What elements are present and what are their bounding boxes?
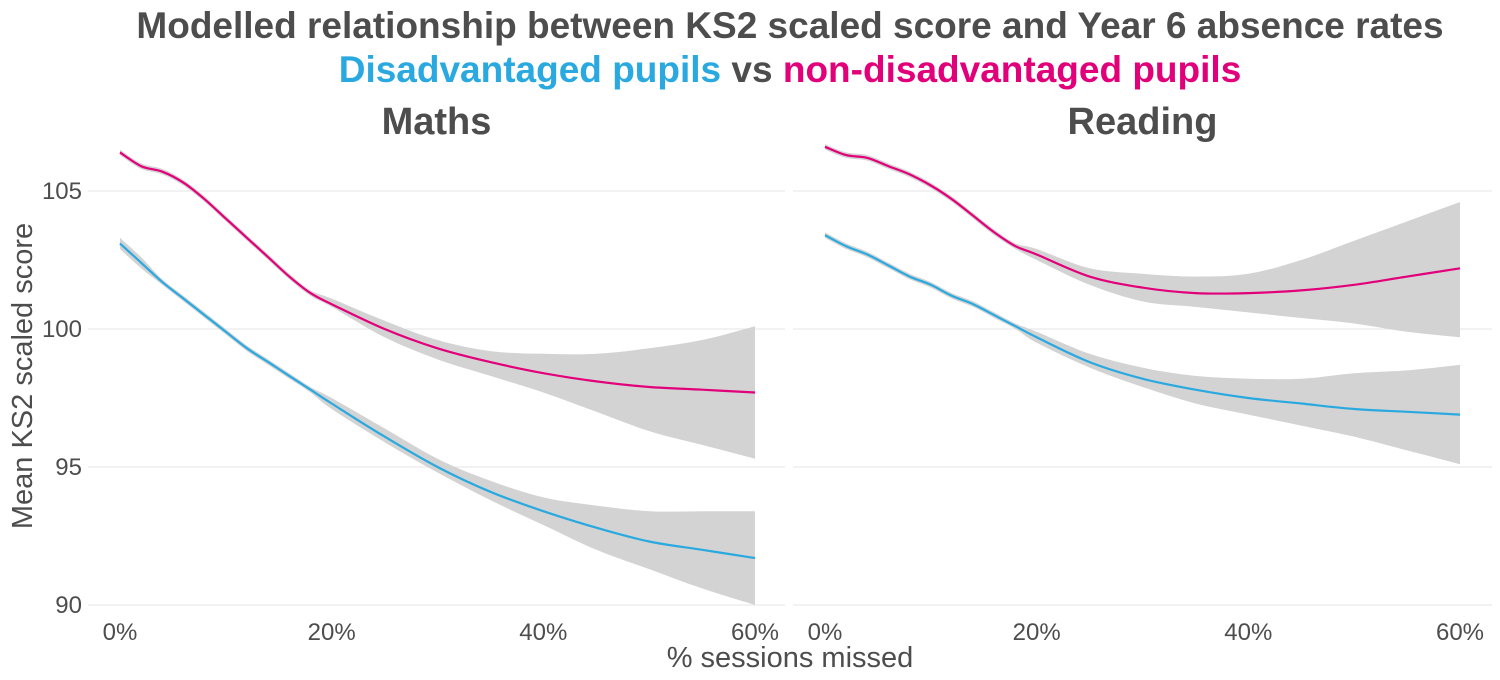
series-line-non-disadvantaged — [119, 151, 756, 394]
y-tick-label: 105 — [42, 178, 82, 205]
x-tick-label: 40% — [1224, 619, 1272, 646]
facet-title-maths: Maths — [382, 101, 492, 143]
confidence-ribbon — [825, 232, 1460, 465]
series-line-non-disadvantaged — [824, 145, 1461, 295]
facet-title-reading: Reading — [1068, 101, 1218, 143]
subtitle-vs: vs — [721, 49, 783, 90]
x-tick-label: 60% — [731, 619, 779, 646]
x-tick-label: 20% — [308, 619, 356, 646]
panel-maths: Maths 0% 20% 40% 60% 90 95 100 105 — [42, 101, 785, 646]
series-line-disadvantaged — [119, 242, 756, 560]
x-tick-label: 0% — [103, 619, 138, 646]
confidence-ribbon — [120, 237, 755, 605]
chart-title: Modelled relationship between KS2 scaled… — [136, 5, 1443, 46]
facet-panels: Maths 0% 20% 40% 60% 90 95 100 105 Reading 0% 20% 40… — [42, 101, 1492, 646]
y-tick-label: 90 — [55, 592, 82, 619]
y-axis-label: Mean KS2 scaled score — [7, 223, 39, 529]
x-tick-label: 40% — [519, 619, 567, 646]
x-tick-label: 20% — [1013, 619, 1061, 646]
x-tick-label: 0% — [808, 619, 843, 646]
y-tick-label: 95 — [55, 454, 82, 481]
x-axis-label: % sessions missed — [667, 642, 914, 674]
x-tick-label: 60% — [1436, 619, 1484, 646]
confidence-ribbon — [120, 149, 755, 459]
subtitle-non-disadvantaged: non-disadvantaged pupils — [783, 49, 1241, 90]
confidence-ribbon — [825, 144, 1460, 338]
series-line-disadvantaged — [824, 234, 1461, 416]
panel-reading: Reading 0% 20% 40% 60% — [793, 101, 1492, 646]
y-tick-label: 100 — [42, 316, 82, 343]
chart-subtitle: Disadvantaged pupils vs non-disadvantage… — [339, 49, 1242, 90]
subtitle-disadvantaged: Disadvantaged pupils — [339, 49, 721, 90]
